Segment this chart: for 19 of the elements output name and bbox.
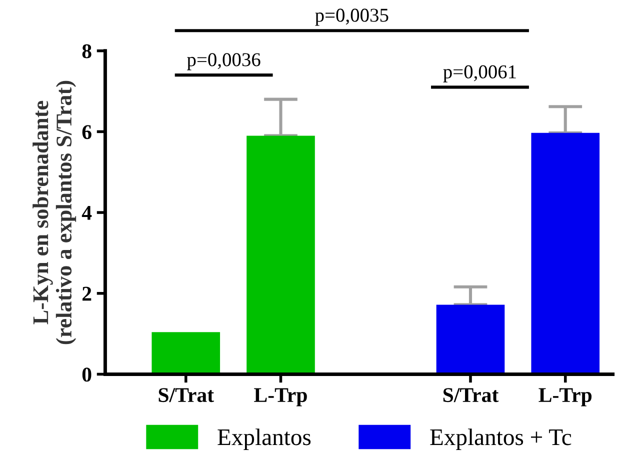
bar: [152, 332, 220, 374]
legend-label: Explantos: [218, 428, 311, 450]
y-tick-label: 2: [82, 286, 92, 301]
bar: [531, 132, 600, 374]
x-tick-label: L-Trp: [538, 388, 592, 406]
y-axis-title: L-Kyn en sobrenadante (relativo a explantos S/Trat): [32, 80, 76, 344]
annotation: p=0,0061: [443, 65, 516, 82]
bar: [246, 136, 315, 374]
text: p=0,0035: [315, 8, 388, 26]
y-tick-label: 4: [82, 206, 92, 220]
x-tick-label: L-Trp: [254, 388, 307, 406]
y-tick-label: 0: [82, 368, 92, 382]
bar: [436, 304, 505, 374]
x-tick-label: S/Trat: [443, 388, 499, 402]
x-tick-label: S/Trat: [158, 388, 214, 402]
annotation: p=0,0036: [187, 53, 260, 70]
y-tick-label: 8: [82, 44, 92, 58]
legend-label: Explantos + Tc: [430, 428, 572, 450]
y-tick-label: 6: [82, 125, 92, 140]
